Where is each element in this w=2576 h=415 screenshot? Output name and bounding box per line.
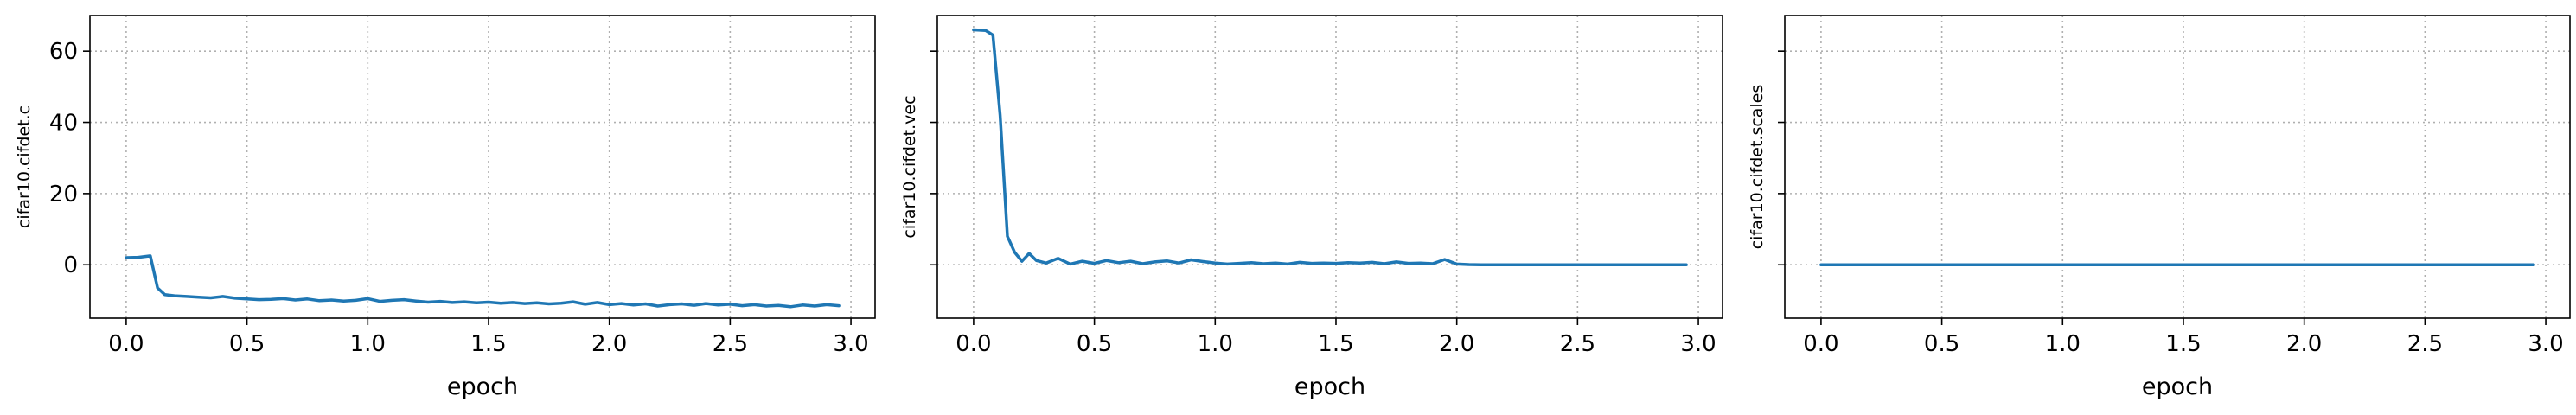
grid-lines	[1785, 16, 2570, 318]
axes-frame	[89, 15, 876, 319]
x-tick-label: 0.5	[1924, 331, 1959, 357]
x-axis-label: epoch	[1294, 374, 1365, 400]
x-tick-label: 0.0	[1803, 331, 1838, 357]
axes-frame	[1784, 15, 2571, 319]
series-line-vec	[972, 28, 1688, 266]
x-tick-label: 1.0	[350, 331, 386, 357]
x-tick-label: 2.5	[2407, 331, 2443, 357]
x-axis-label: epoch	[447, 374, 518, 400]
x-tick-label: 1.5	[2165, 331, 2201, 357]
y-tick-labels: 0 20 40 60	[49, 39, 78, 278]
x-tick-label: 1.0	[1198, 331, 1233, 357]
panel-vec: 0.0 0.5 1.0 1.5 2.0 2.5 3.0 epoch cifar10.cifd…	[900, 15, 1723, 400]
y-axis-label: cifar10.cifdet.vec	[900, 95, 919, 238]
x-tick-label: 0.0	[956, 331, 991, 357]
panel-scales: 0.0 0.5 1.0 1.5 2.0 2.5 3.0 epoch cifar10.cifd…	[1748, 15, 2571, 400]
x-axis-label: epoch	[2142, 374, 2213, 400]
x-tick-labels: 0.0 0.5 1.0 1.5 2.0 2.5 3.0	[956, 331, 1716, 357]
x-tick-label: 0.0	[108, 331, 144, 357]
y-axis-label: cifar10.cifdet.scales	[1748, 85, 1767, 250]
y-tick-label: 20	[49, 182, 78, 208]
tick-marks	[83, 50, 852, 325]
x-tick-labels: 0.0 0.5 1.0 1.5 2.0 2.5 3.0	[1803, 331, 2564, 357]
series-line-c	[125, 254, 841, 309]
axes-frame	[936, 15, 1723, 319]
y-axis-label: cifar10.cifdet.c	[15, 105, 34, 228]
x-tick-label: 2.0	[591, 331, 627, 357]
x-tick-label: 3.0	[833, 331, 868, 357]
grid-lines	[90, 16, 875, 318]
x-tick-label: 2.5	[713, 331, 748, 357]
x-tick-label: 2.5	[1560, 331, 1595, 357]
x-tick-label: 1.5	[470, 331, 506, 357]
y-tick-label: 60	[49, 39, 78, 65]
x-tick-label: 2.0	[2286, 331, 2322, 357]
grid-lines	[937, 16, 1723, 318]
x-tick-label: 0.5	[1077, 331, 1112, 357]
x-tick-label: 3.0	[2528, 331, 2563, 357]
x-tick-label: 2.0	[1439, 331, 1474, 357]
tick-marks	[930, 50, 1699, 325]
x-tick-label: 1.5	[1318, 331, 1353, 357]
y-tick-label: 0	[63, 252, 78, 278]
tick-marks	[1778, 50, 2547, 325]
x-tick-label: 3.0	[1680, 331, 1716, 357]
x-tick-label: 0.5	[229, 331, 265, 357]
y-tick-label: 40	[49, 111, 78, 137]
x-tick-labels: 0.0 0.5 1.0 1.5 2.0 2.5 3.0	[108, 331, 869, 357]
x-tick-label: 1.0	[2045, 331, 2081, 357]
panel-c: 0.0 0.5 1.0 1.5 2.0 2.5 3.0 0 20 40 60 epoch cifa…	[15, 15, 876, 400]
